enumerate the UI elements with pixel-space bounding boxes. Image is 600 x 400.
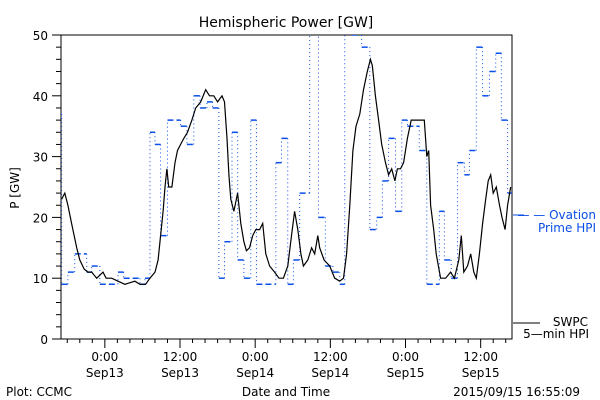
swpc-series-line [61,57,512,285]
y-tick-label: 40 [33,90,48,104]
x-tick-label-time: 12:00 [163,350,198,364]
x-tick-label-date: Sep15 [387,366,425,380]
x-tick-label-time: 0:00 [91,350,118,364]
legend-swpc-line2: 5—min HPI [523,327,589,341]
plot-timestamp: 2015/09/15 16:55:09 [453,385,580,399]
chart-title: Hemispheric Power [GW] [199,15,374,31]
y-axis-label: P [GW] [8,167,22,209]
x-tick-label-time: 0:00 [392,350,419,364]
ovation-series [61,35,512,286]
legend: — — Ovation Prime HPI SWPC 5—min HPI [513,208,596,341]
x-tick-label-date: Sep15 [462,366,500,380]
x-tick-label-time: 0:00 [242,350,269,364]
y-tick-label: 20 [33,211,48,225]
x-tick-label-date: Sep14 [236,366,274,380]
y-tick-label: 30 [33,151,48,165]
y-tick-label: 50 [33,29,48,43]
y-tick-label: 10 [33,272,48,286]
x-tick-label-time: 12:00 [463,350,498,364]
plot-credit: Plot: CCMC [6,385,72,399]
y-tick-label: 0 [40,333,48,347]
x-tick-label-date: Sep13 [86,366,124,380]
x-tick-label-date: Sep13 [161,366,199,380]
x-tick-label-date: Sep14 [311,366,349,380]
x-tick-label-time: 12:00 [313,350,348,364]
legend-ovation-line2: Prime HPI [538,221,596,235]
plot-frame [60,34,513,340]
legend-swpc-line1: SWPC [553,315,588,329]
x-axis-label: Date and Time [242,385,330,399]
legend-ovation-line1: — — Ovation [517,208,596,222]
